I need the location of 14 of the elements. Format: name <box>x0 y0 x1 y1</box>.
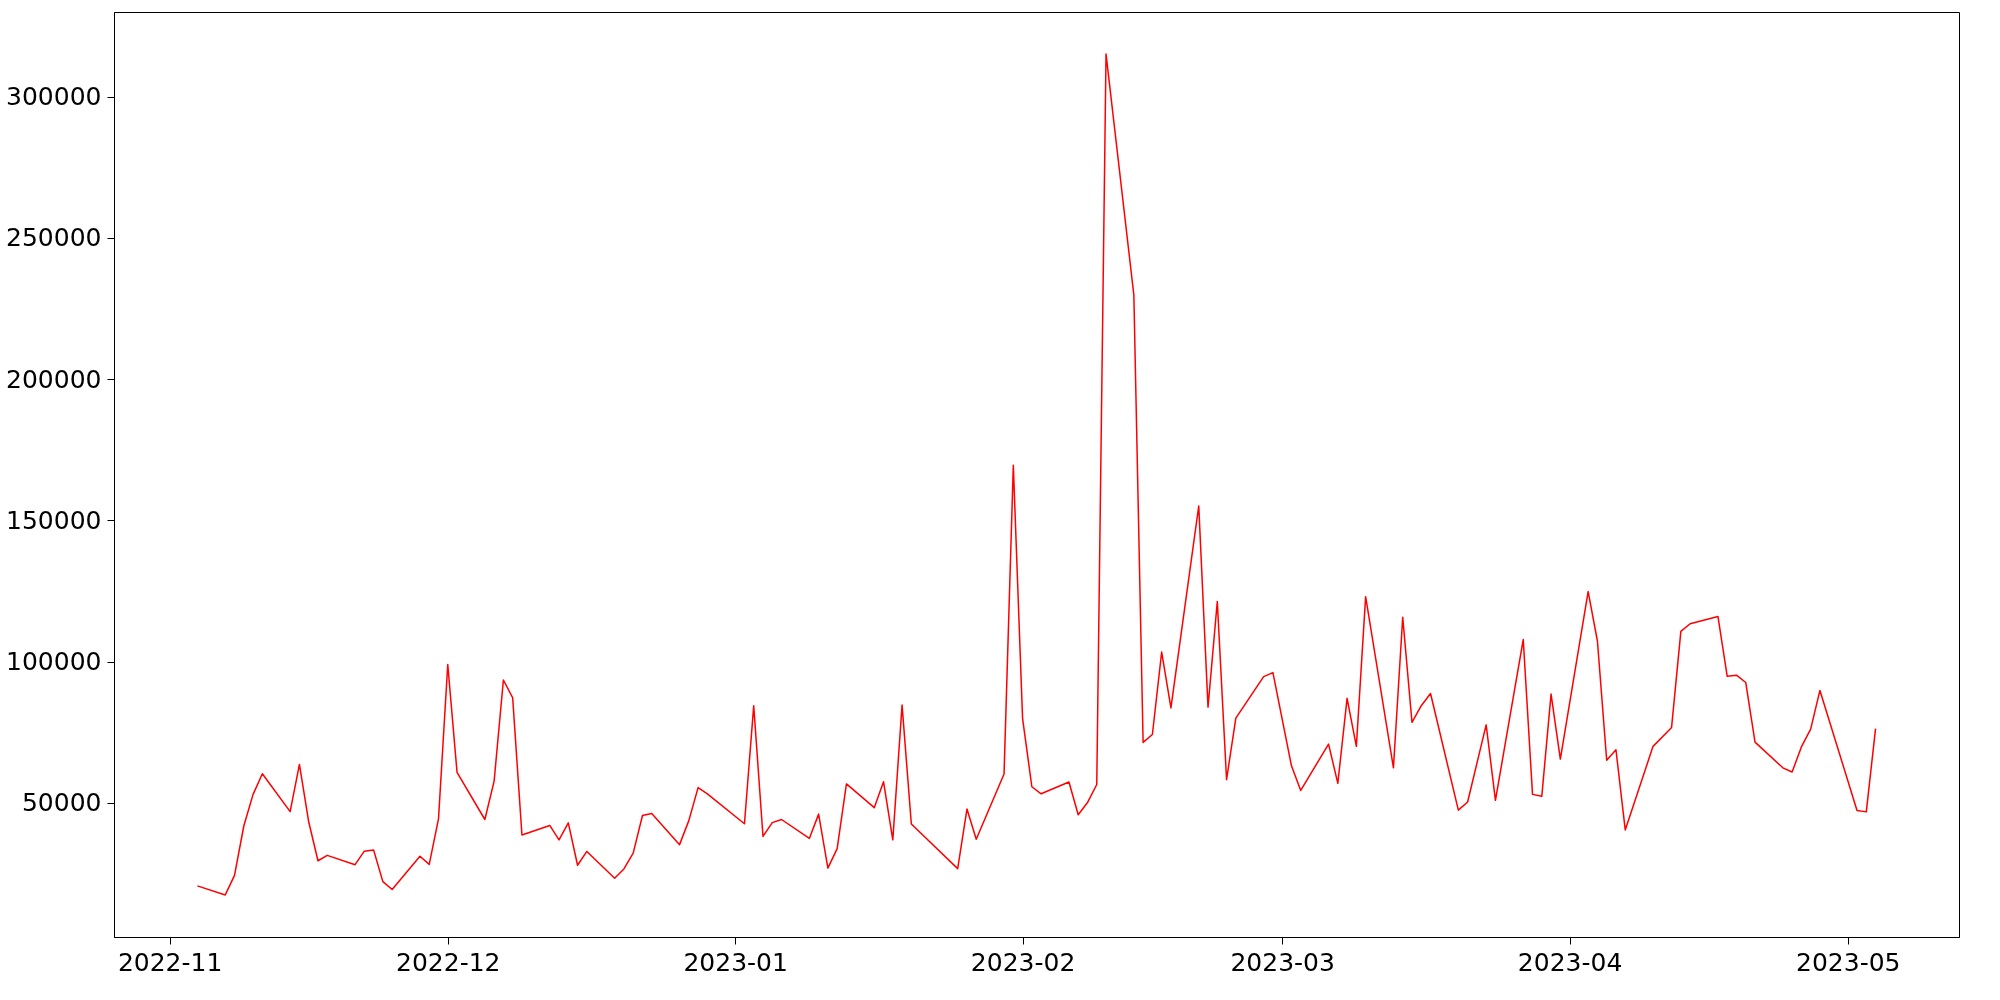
line-series <box>196 53 1877 896</box>
y-tick-label: 250000 <box>6 223 102 253</box>
y-tick-label: 150000 <box>6 505 102 535</box>
x-tick-label: 2023-03 <box>1230 947 1335 977</box>
x-tick-label: 2023-04 <box>1517 947 1623 977</box>
y-tick-label: 300000 <box>6 82 102 112</box>
x-tick-label: 2023-02 <box>970 947 1076 977</box>
x-tick-label: 2023-01 <box>683 947 788 977</box>
x-tick-label: 2022-12 <box>396 947 501 977</box>
y-tick-label: 50000 <box>21 788 102 818</box>
x-tick-label: 2022-11 <box>117 947 223 977</box>
y-tick-label: 100000 <box>6 647 102 677</box>
x-tick-label: 2023-05 <box>1796 947 1901 977</box>
y-tick-label: 200000 <box>6 364 102 394</box>
